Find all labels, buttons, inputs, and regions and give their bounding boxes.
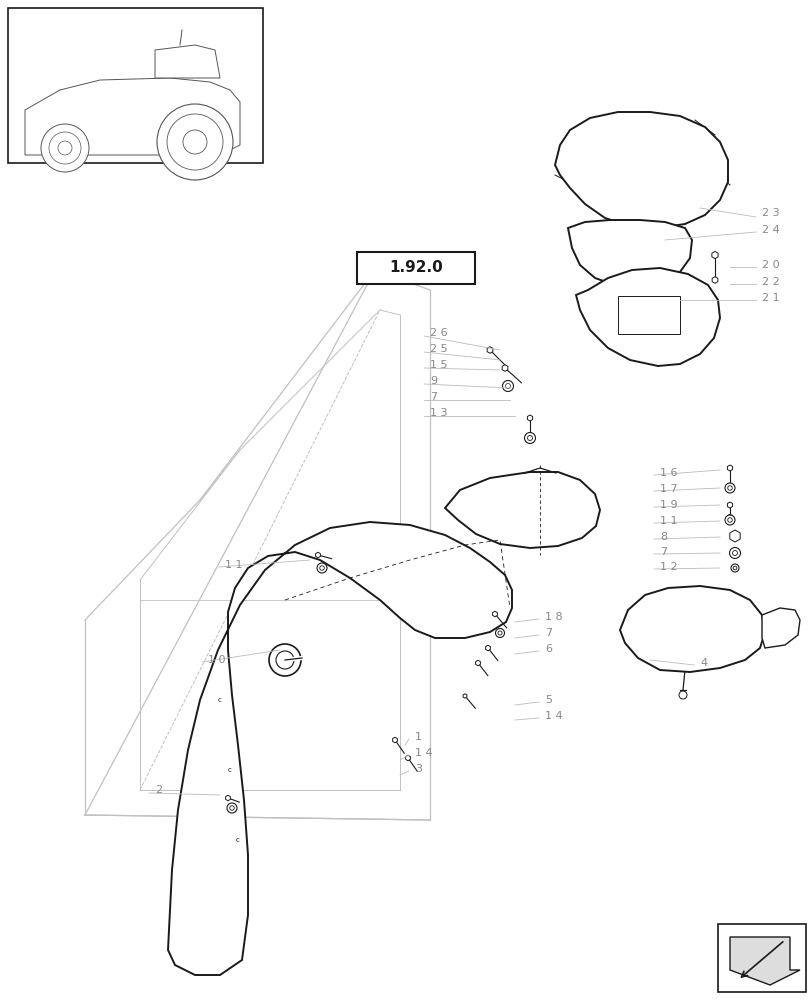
Text: 1 1: 1 1 xyxy=(659,516,676,526)
Text: 8: 8 xyxy=(659,532,667,542)
Text: 1: 1 xyxy=(414,732,422,742)
Text: 6: 6 xyxy=(544,644,551,654)
Circle shape xyxy=(728,548,740,558)
Circle shape xyxy=(505,383,510,388)
Text: 1 3: 1 3 xyxy=(430,408,447,418)
Text: 2 5: 2 5 xyxy=(430,344,447,354)
Text: 2 2: 2 2 xyxy=(761,277,779,287)
Polygon shape xyxy=(727,514,732,520)
Polygon shape xyxy=(620,586,764,672)
Polygon shape xyxy=(406,755,410,761)
Bar xyxy=(357,252,474,284)
Polygon shape xyxy=(501,365,507,371)
Circle shape xyxy=(320,566,324,570)
Text: 9: 9 xyxy=(430,376,436,386)
Circle shape xyxy=(527,436,532,440)
Text: 1 7: 1 7 xyxy=(659,484,677,494)
Circle shape xyxy=(724,483,734,493)
Polygon shape xyxy=(554,112,727,228)
Text: 1 5: 1 5 xyxy=(430,360,447,370)
Polygon shape xyxy=(315,552,320,558)
Text: 7: 7 xyxy=(659,547,667,557)
Text: 1 2: 1 2 xyxy=(659,562,677,572)
Polygon shape xyxy=(485,645,490,651)
Polygon shape xyxy=(462,694,466,698)
Circle shape xyxy=(502,380,513,391)
Polygon shape xyxy=(729,937,799,985)
Text: 7: 7 xyxy=(544,628,551,638)
Circle shape xyxy=(157,104,233,180)
Text: c: c xyxy=(218,697,221,703)
Polygon shape xyxy=(575,268,719,366)
Text: 1 4: 1 4 xyxy=(544,711,562,721)
Text: c: c xyxy=(228,767,232,773)
Circle shape xyxy=(230,806,234,810)
Polygon shape xyxy=(444,472,599,548)
Polygon shape xyxy=(492,611,497,617)
Polygon shape xyxy=(727,465,732,471)
Circle shape xyxy=(727,486,732,490)
Polygon shape xyxy=(25,78,240,155)
Text: 1 9: 1 9 xyxy=(659,500,677,510)
Polygon shape xyxy=(711,251,717,259)
Text: 2 6: 2 6 xyxy=(430,328,447,338)
Text: 1 8: 1 8 xyxy=(544,612,562,622)
Circle shape xyxy=(495,629,504,638)
Circle shape xyxy=(268,644,301,676)
Circle shape xyxy=(524,432,534,444)
Text: 2: 2 xyxy=(155,785,162,795)
Polygon shape xyxy=(729,530,740,542)
Polygon shape xyxy=(761,608,799,648)
Polygon shape xyxy=(225,795,230,801)
Circle shape xyxy=(678,691,686,699)
Text: 1.92.0: 1.92.0 xyxy=(388,260,442,275)
Text: c: c xyxy=(236,837,239,843)
Text: 5: 5 xyxy=(544,695,551,705)
Circle shape xyxy=(58,141,72,155)
Bar xyxy=(717,924,805,992)
Polygon shape xyxy=(727,502,732,508)
Polygon shape xyxy=(711,277,717,283)
Polygon shape xyxy=(527,433,532,439)
Circle shape xyxy=(724,515,734,525)
Bar xyxy=(617,296,679,334)
Text: 2 0: 2 0 xyxy=(761,260,779,270)
Text: 1 6: 1 6 xyxy=(659,468,676,478)
Polygon shape xyxy=(527,415,532,421)
Text: 3: 3 xyxy=(414,764,422,774)
Bar xyxy=(8,8,263,163)
Circle shape xyxy=(41,124,89,172)
Text: 2 1: 2 1 xyxy=(761,293,779,303)
Polygon shape xyxy=(727,483,732,489)
Circle shape xyxy=(727,518,732,522)
Circle shape xyxy=(49,132,81,164)
Circle shape xyxy=(276,651,294,669)
Polygon shape xyxy=(487,347,492,353)
Polygon shape xyxy=(568,220,691,287)
Text: 1 0: 1 0 xyxy=(208,655,225,665)
Text: 2 3: 2 3 xyxy=(761,208,779,218)
Polygon shape xyxy=(168,522,512,975)
Circle shape xyxy=(182,130,207,154)
Polygon shape xyxy=(475,660,480,666)
Text: 1 1: 1 1 xyxy=(225,560,242,570)
Circle shape xyxy=(227,803,237,813)
Polygon shape xyxy=(155,45,220,78)
Text: 7: 7 xyxy=(430,392,436,402)
Circle shape xyxy=(730,564,738,572)
Polygon shape xyxy=(393,737,397,743)
Circle shape xyxy=(497,631,501,635)
Circle shape xyxy=(732,566,736,570)
Text: 1 4: 1 4 xyxy=(414,748,432,758)
Text: 2 4: 2 4 xyxy=(761,225,779,235)
Circle shape xyxy=(167,114,223,170)
Circle shape xyxy=(732,551,736,555)
Text: 4: 4 xyxy=(699,658,706,668)
Circle shape xyxy=(316,563,327,573)
